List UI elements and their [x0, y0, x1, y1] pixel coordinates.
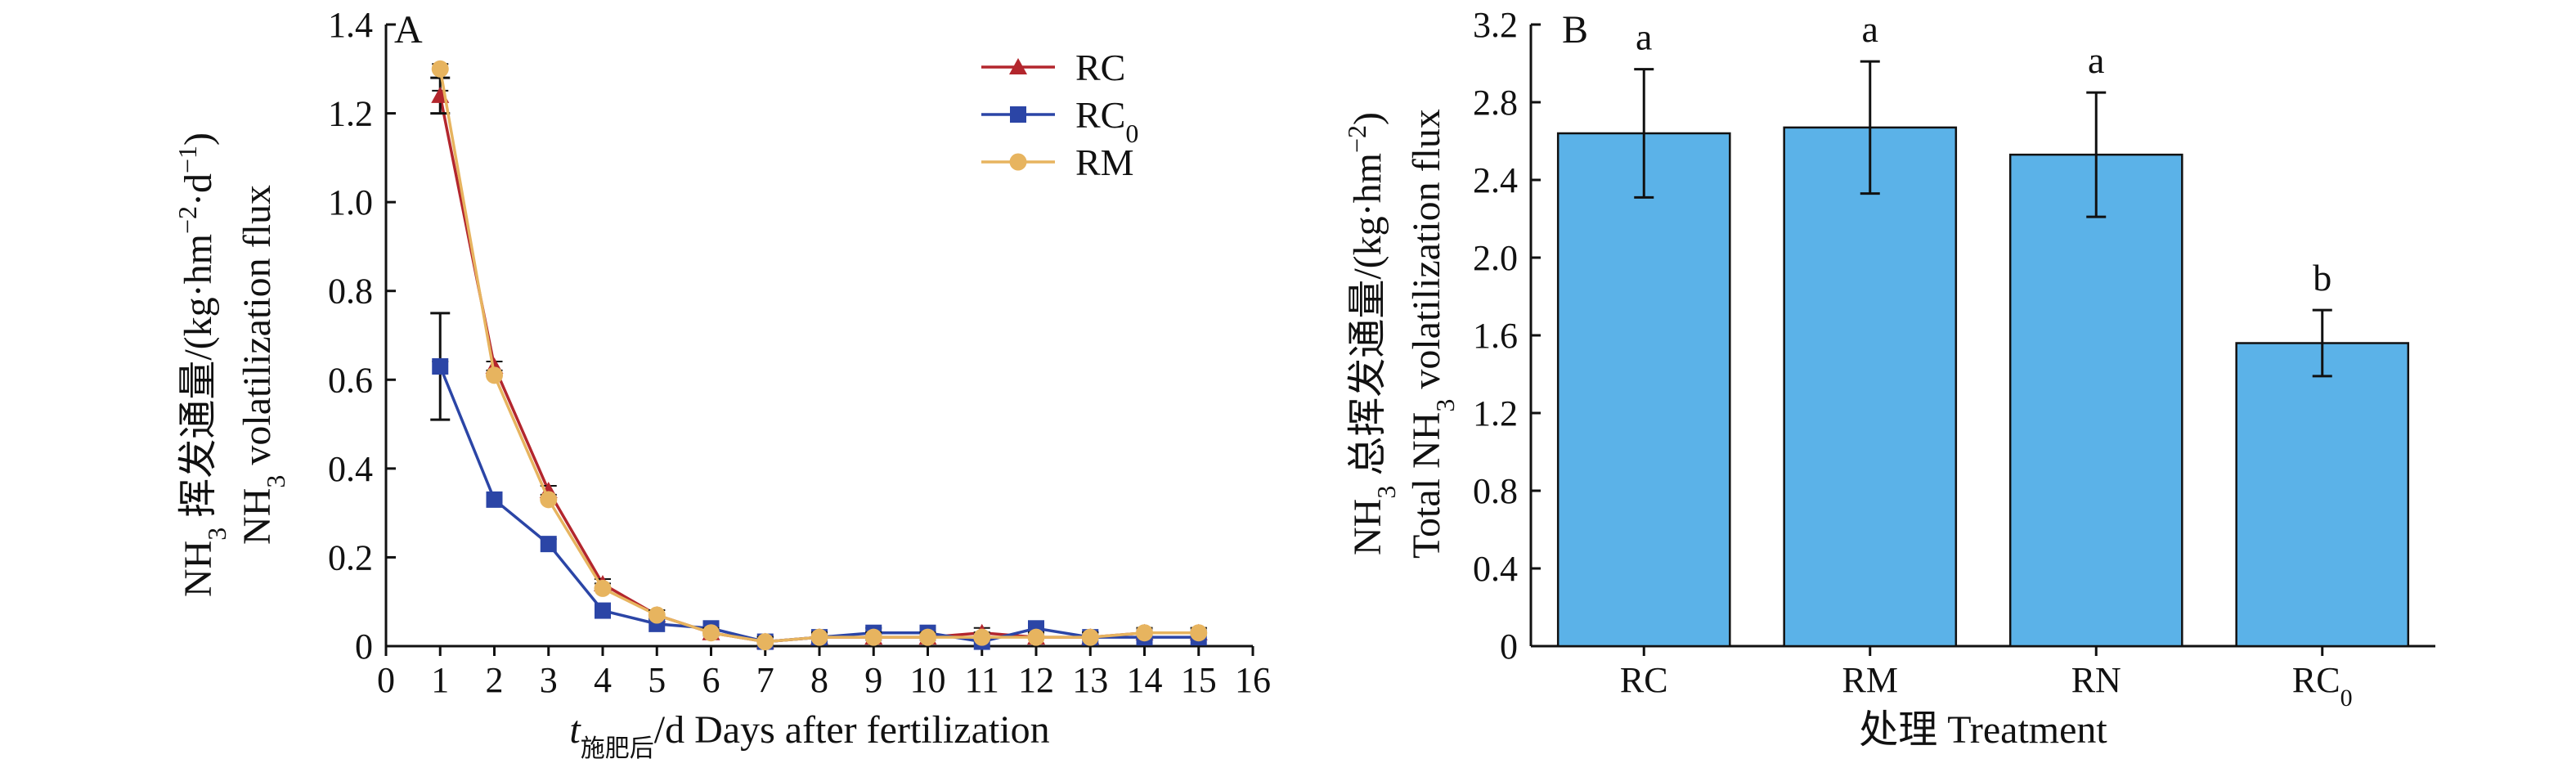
- panel-a-y-tick-label: 1.2: [328, 94, 373, 134]
- data-point: [540, 536, 557, 553]
- data-point: [810, 628, 828, 646]
- legend-label: RC0: [1075, 94, 1138, 148]
- panel-a-x-tick-label: 1: [431, 660, 449, 700]
- panel-a-y-tick-label: 1.0: [328, 182, 373, 222]
- data-point: [756, 633, 774, 651]
- panel-b-bar-chart: B 0 0.4 0.8 1.2 1.6 2.0 2.4 2.8 3.2 a RC a RM a RN b RC…: [1342, 5, 2435, 752]
- panel-b-x-tick-label: RC: [1620, 660, 1668, 700]
- panel-a-x-tick-label: 4: [594, 660, 612, 700]
- panel-a-axes: 00.20.40.60.81.01.21.40 1 2 3 4 5 6 7 8 9 10 11 12 13…: [328, 5, 1271, 700]
- legend-label: RM: [1075, 141, 1134, 183]
- legend-marker: [1010, 106, 1026, 123]
- series-rm: [431, 60, 1208, 651]
- panel-b-y-tick-label: 2.4: [1473, 160, 1518, 200]
- legend-marker: [1009, 58, 1027, 74]
- panel-a-x-tick-label: 12: [1018, 660, 1054, 700]
- panel-b-xlabel: 处理 Treatment: [1859, 708, 2107, 752]
- bar-group: b RC0: [2235, 257, 2410, 712]
- panel-b-y-tick-label: 0.4: [1473, 549, 1518, 589]
- panel-b-y-tick-label: 0: [1500, 627, 1518, 667]
- panel-a-ylabel-line1: NH3 挥发通量/(kg·hm−2·d−1): [173, 132, 231, 597]
- panel-a-y-tick-label: 0.2: [328, 537, 373, 577]
- legend-marker: [1009, 153, 1027, 171]
- bar: [1783, 126, 1958, 648]
- panel-b-ylabel-line2: Total NH3 volatilization flux: [1405, 109, 1460, 559]
- panel-b-x-tick-label: RC0: [2292, 660, 2353, 712]
- bar-group: a RC: [1556, 16, 1731, 700]
- panel-a-label: A: [394, 8, 423, 52]
- panel-b-axes: 0 0.4 0.8 1.2 1.6 2.0 2.4 2.8 3.2: [1473, 5, 2435, 667]
- panel-b-y-tick-label: 2.8: [1473, 83, 1518, 123]
- data-point: [919, 628, 936, 646]
- panel-b-y-tick-label: 3.2: [1473, 5, 1518, 45]
- significance-letter: a: [1862, 8, 1878, 50]
- panel-a-series: [430, 60, 1208, 651]
- panel-b-y-tick-label: 2.0: [1473, 238, 1518, 278]
- legend-item: RC: [981, 47, 1125, 88]
- data-point: [595, 602, 611, 619]
- panel-a-x-tick-label: 8: [810, 660, 828, 700]
- data-point: [486, 366, 503, 384]
- data-point: [540, 491, 558, 509]
- significance-letter: b: [2313, 257, 2331, 299]
- data-point: [1190, 624, 1208, 642]
- panel-a-x-tick-label: 10: [910, 660, 946, 700]
- series-rc0: [430, 312, 1207, 650]
- panel-a-x-tick-label: 13: [1072, 660, 1108, 700]
- legend-item: RM: [981, 141, 1134, 183]
- data-point: [431, 60, 449, 78]
- panel-b-y-tick-label: 1.2: [1473, 393, 1518, 433]
- panel-a-line-chart: A 00.20.40.60.81.01.21.40 1 2 3 4 5 6 7 8 9 10 11 12…: [173, 5, 1271, 762]
- panel-a-y-tick-label: 0: [355, 627, 373, 667]
- panel-a-x-tick-label: 2: [486, 660, 504, 700]
- panel-b-x-tick-label: RN: [2071, 660, 2121, 700]
- panel-a-x-tick-label: 15: [1181, 660, 1217, 700]
- data-point: [1081, 628, 1099, 646]
- data-point: [1136, 624, 1153, 642]
- data-point: [594, 579, 612, 597]
- data-point: [432, 358, 449, 375]
- data-point: [486, 491, 503, 508]
- panel-a-x-tick-label: 5: [648, 660, 666, 700]
- panel-b-label: B: [1562, 8, 1588, 52]
- panel-a-y-tick-label: 1.4: [328, 5, 373, 45]
- panel-b-bars: a RC a RM a RN b RC0: [1556, 8, 2410, 712]
- bar: [2235, 342, 2410, 648]
- data-point: [1027, 628, 1045, 646]
- data-point: [864, 628, 882, 646]
- data-point: [702, 624, 720, 642]
- data-point: [973, 628, 991, 646]
- legend-item: RC0: [981, 94, 1138, 148]
- panel-a-y-tick-label: 0.8: [328, 272, 373, 312]
- bar-group: a RM: [1783, 8, 1958, 700]
- panel-a-ylabel-line2: NH3 volatilization flux: [236, 185, 290, 545]
- data-point: [648, 606, 666, 624]
- panel-a-x-tick-label: 0: [377, 660, 395, 700]
- panel-a-x-tick-label: 14: [1127, 660, 1163, 700]
- panel-b-y-tick-label: 1.6: [1473, 316, 1518, 356]
- panel-a-x-tick-label: 7: [756, 660, 774, 700]
- bar-group: a RN: [2008, 39, 2183, 700]
- panel-b-y-tick-label: 0.8: [1473, 471, 1518, 511]
- panel-a-x-tick-label: 6: [702, 660, 720, 700]
- panel-a-x-tick-label: 9: [864, 660, 882, 700]
- bar: [2008, 153, 2183, 648]
- panel-b-x-tick-label: RM: [1842, 660, 1898, 700]
- significance-letter: a: [1636, 16, 1652, 58]
- legend-label: RC: [1075, 47, 1125, 88]
- panel-a-y-tick-label: 0.4: [328, 449, 373, 489]
- panel-a-x-tick-label: 3: [540, 660, 558, 700]
- panel-a-xlabel: t施肥后/d Days after fertilization: [569, 708, 1049, 762]
- panel-a-x-tick-label: 16: [1235, 660, 1271, 700]
- panel-b-ylabel-line1: NH3 总挥发通量/(kg·hm−2): [1342, 112, 1401, 555]
- panel-a-x-tick-label: 11: [965, 660, 999, 700]
- bar: [1556, 132, 1731, 648]
- significance-letter: a: [2088, 39, 2104, 81]
- panel-a-y-tick-label: 0.6: [328, 360, 373, 400]
